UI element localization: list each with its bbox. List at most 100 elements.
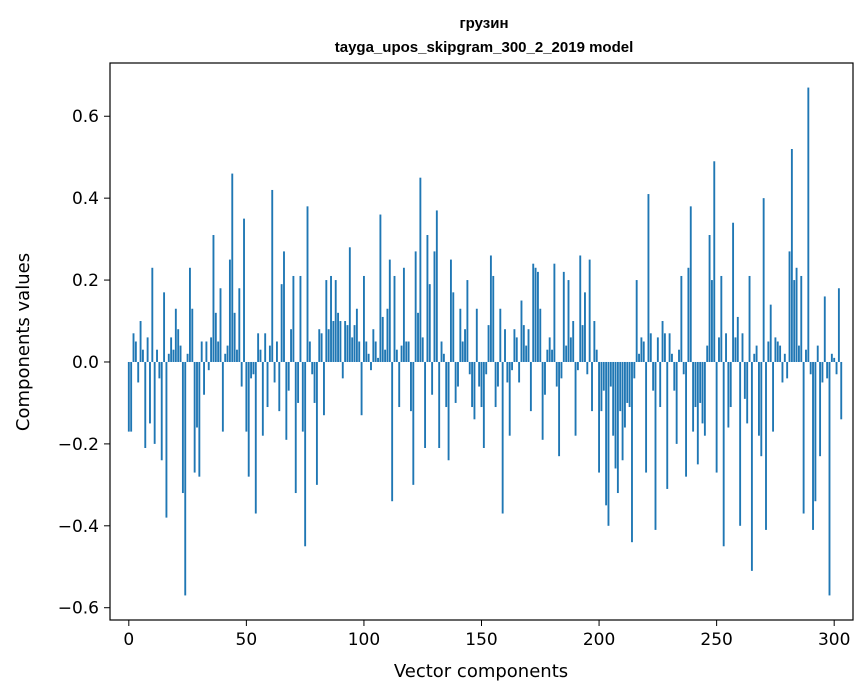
y-axis-ticks: −0.6 −0.4 −0.2 0.0 0.2 0.4 0.6 <box>58 107 110 619</box>
bar-97 <box>355 308 358 362</box>
bar-260 <box>739 361 742 526</box>
bar-164 <box>513 329 516 362</box>
bar-64 <box>278 361 281 412</box>
bar-178 <box>546 349 549 362</box>
bar-19 <box>172 349 175 362</box>
bar-142 <box>461 341 464 362</box>
bar-115 <box>398 361 401 408</box>
bar-190 <box>574 361 577 436</box>
bar-234 <box>678 349 680 362</box>
bar-152 <box>485 361 488 375</box>
bar-134 <box>442 353 445 362</box>
bar-60 <box>268 345 271 362</box>
bar-240 <box>692 361 695 432</box>
bar-145 <box>468 361 471 375</box>
bar-289 <box>807 87 810 362</box>
bar-143 <box>464 329 466 362</box>
bar-118 <box>405 341 408 362</box>
bar-7 <box>144 361 147 448</box>
bar-202 <box>602 361 605 391</box>
bar-165 <box>515 337 518 362</box>
x-tick-label: 300 <box>818 630 850 650</box>
bar-116 <box>400 345 403 362</box>
bar-1 <box>130 361 133 432</box>
bar-303 <box>840 361 843 420</box>
bar-191 <box>576 361 579 371</box>
bar-26 <box>189 267 191 362</box>
bar-275 <box>774 337 777 362</box>
bar-209 <box>619 361 622 412</box>
bar-223 <box>652 361 655 391</box>
bar-151 <box>482 361 485 448</box>
bar-215 <box>633 361 636 379</box>
bar-282 <box>790 149 793 362</box>
bar-149 <box>478 361 481 387</box>
bar-65 <box>280 284 283 362</box>
x-tick-label: 100 <box>348 630 380 650</box>
x-tick-label: 0 <box>123 630 134 650</box>
bar-140 <box>457 361 459 387</box>
bar-35 <box>210 337 213 362</box>
bar-112 <box>391 361 394 502</box>
bar-105 <box>374 341 377 362</box>
bar-5 <box>139 321 142 362</box>
bar-102 <box>367 353 370 362</box>
bar-125 <box>421 337 424 362</box>
bar-249 <box>713 161 716 362</box>
bar-91 <box>341 361 344 379</box>
bar-43 <box>228 259 231 362</box>
bar-117 <box>402 267 405 362</box>
bar-267 <box>755 345 758 362</box>
bar-187 <box>567 280 570 362</box>
bar-55 <box>257 333 260 362</box>
bar-211 <box>623 361 626 428</box>
bar-16 <box>165 361 168 518</box>
bar-92 <box>344 321 347 362</box>
bar-206 <box>612 361 615 436</box>
bar-8 <box>146 337 149 362</box>
bar-292 <box>814 361 817 502</box>
bar-268 <box>758 361 760 436</box>
bar-173 <box>534 267 537 362</box>
bar-288 <box>805 349 807 362</box>
bar-270 <box>762 198 765 362</box>
bar-298 <box>828 361 831 596</box>
bar-63 <box>276 341 278 362</box>
bar-284 <box>795 267 798 362</box>
bar-50 <box>245 361 248 432</box>
bar-176 <box>541 361 544 440</box>
bar-243 <box>699 361 702 403</box>
bar-10 <box>151 267 154 362</box>
bar-157 <box>497 361 499 387</box>
bar-251 <box>718 337 720 362</box>
bar-96 <box>353 325 356 362</box>
bar-150 <box>480 361 483 408</box>
bar-203 <box>605 361 608 506</box>
bar-135 <box>445 361 448 408</box>
bar-262 <box>743 361 746 399</box>
bar-119 <box>407 341 410 362</box>
bar-82 <box>320 333 323 362</box>
bar-30 <box>198 361 201 477</box>
bar-59 <box>266 361 269 408</box>
bar-0 <box>127 361 130 432</box>
bar-87 <box>332 321 335 362</box>
bar-182 <box>555 361 558 387</box>
bar-90 <box>339 321 342 362</box>
bar-70 <box>292 275 295 362</box>
bar-4 <box>137 361 140 383</box>
bar-237 <box>685 361 687 477</box>
bar-28 <box>193 361 196 473</box>
chart-title: грузин <box>459 15 508 32</box>
bar-155 <box>492 275 495 362</box>
bar-199 <box>595 349 598 362</box>
bar-295 <box>821 361 824 383</box>
bar-39 <box>219 288 222 362</box>
bar-170 <box>527 329 530 362</box>
bar-40 <box>221 361 224 432</box>
bar-88 <box>334 280 337 362</box>
bar-245 <box>703 361 706 436</box>
bar-208 <box>616 361 619 494</box>
bar-196 <box>588 259 591 362</box>
bar-183 <box>558 361 561 457</box>
